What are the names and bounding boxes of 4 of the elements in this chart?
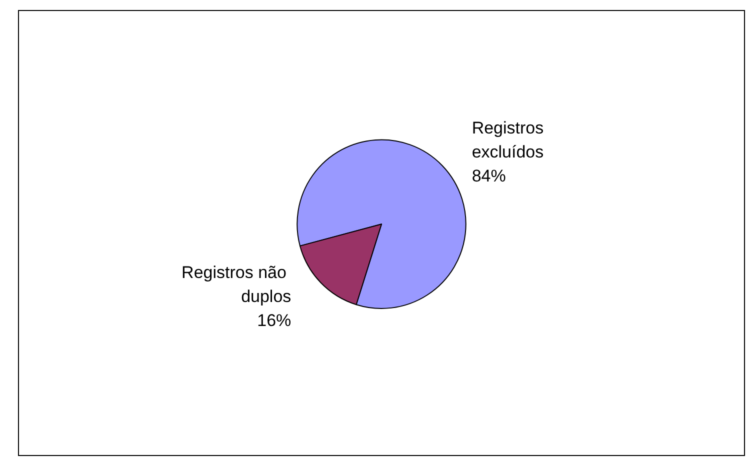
data-label: 84% <box>472 166 506 186</box>
slice-label: Registros excluídos <box>472 118 548 162</box>
slice-label: Registros não duplos <box>182 262 292 306</box>
data-label: 16% <box>257 310 292 330</box>
